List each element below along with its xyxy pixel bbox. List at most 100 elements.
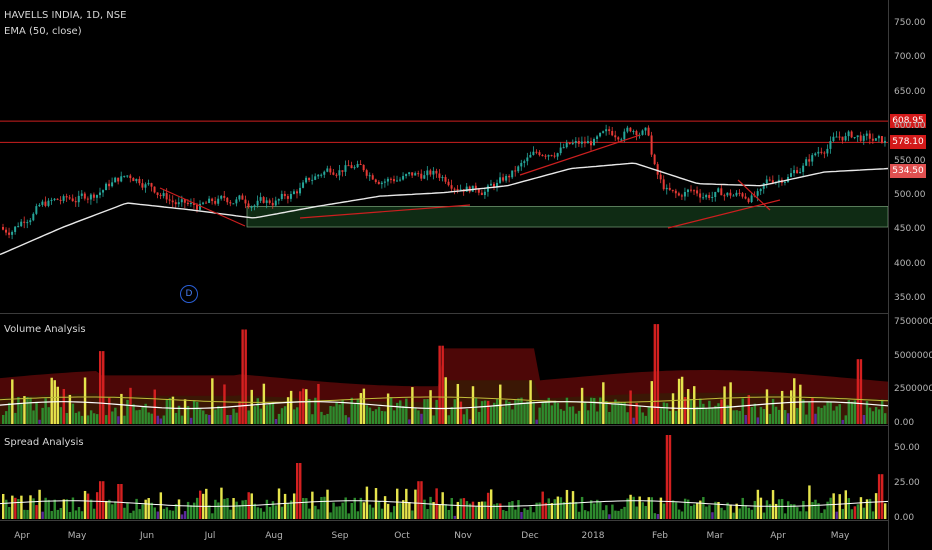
spread-bar <box>59 507 63 519</box>
candle-body <box>374 179 377 182</box>
candle-body <box>523 161 526 163</box>
candle-body <box>629 127 632 132</box>
spread-bar <box>359 497 363 519</box>
spread-bar <box>756 489 760 519</box>
volume-bar <box>126 399 129 424</box>
spread-bar <box>341 502 344 519</box>
volume-analysis-legend[interactable]: Volume Analysis <box>4 324 86 335</box>
spread-bar <box>323 496 326 519</box>
ema-legend[interactable]: EMA (50, close) <box>4 26 82 37</box>
candle-body <box>147 183 150 185</box>
volume-bar <box>332 406 335 424</box>
spread-bar <box>189 505 193 519</box>
volume-bar <box>811 397 814 424</box>
volume-bar <box>608 412 611 424</box>
candle-body <box>98 192 101 196</box>
spread-bar <box>53 499 56 519</box>
spread-bar <box>186 501 190 519</box>
volume-bar <box>374 409 378 424</box>
volume-bar <box>302 388 305 424</box>
volume-bar <box>817 406 820 424</box>
pane-divider-2[interactable] <box>0 425 888 426</box>
volume-bar <box>668 410 672 424</box>
volume-bar <box>277 413 281 424</box>
spread-bar <box>580 496 584 519</box>
candle-body <box>802 165 805 172</box>
candle-body <box>329 168 332 173</box>
candle-body <box>135 178 138 182</box>
candle-body <box>693 190 696 192</box>
spread-bar <box>65 499 69 519</box>
volume-bar <box>229 414 232 424</box>
spread-bar <box>105 500 108 519</box>
spread-analysis-legend[interactable]: Spread Analysis <box>4 437 84 448</box>
candle-body <box>268 200 271 203</box>
spread-bar <box>820 512 823 519</box>
volume-bar <box>208 414 211 424</box>
volume-bar <box>508 401 511 424</box>
volume-bar <box>214 409 217 424</box>
candle-body <box>414 173 417 176</box>
candle-body <box>738 192 741 194</box>
volume-bar <box>517 398 520 424</box>
candle-body <box>680 195 683 197</box>
volume-bar <box>456 383 460 424</box>
spread-bar <box>702 497 705 519</box>
volume-bar <box>223 384 226 424</box>
candle-body <box>547 155 550 157</box>
volume-bar <box>620 402 623 424</box>
pane-divider-1[interactable] <box>0 313 888 314</box>
spread-bar <box>362 502 366 519</box>
volume-bar <box>629 390 632 424</box>
volume-ma <box>0 401 889 410</box>
candle-body <box>835 136 838 138</box>
candle-body <box>117 177 120 182</box>
spread-bar <box>638 496 641 519</box>
spread-bar <box>777 499 781 519</box>
spread-bar <box>671 500 675 519</box>
ema-line <box>0 162 889 256</box>
candle-body <box>241 195 244 200</box>
spread-bar <box>311 491 314 519</box>
volume-bar <box>883 413 887 424</box>
level-tag-608: 608.95 <box>890 114 926 128</box>
spread-bar <box>456 501 460 519</box>
trend-line <box>737 179 771 211</box>
spread-bar <box>408 502 411 519</box>
candle-body <box>741 193 744 197</box>
spread-bar <box>699 500 702 519</box>
volume-bar <box>371 411 375 424</box>
spread-bar <box>38 489 41 519</box>
spread-bar <box>135 498 138 519</box>
spread-bar <box>793 504 796 519</box>
spread-bar <box>217 502 220 519</box>
time-tick-label: May <box>67 531 87 541</box>
volume-bar <box>183 399 187 424</box>
candle-body <box>229 202 232 204</box>
candle-body <box>841 136 844 141</box>
spread-bar <box>647 497 650 519</box>
volume-bar <box>356 399 360 424</box>
volume-bar <box>483 400 487 424</box>
volume-bar <box>8 402 11 424</box>
spread-bar <box>720 507 723 519</box>
volume-bar <box>583 402 587 424</box>
spread-bar <box>95 492 99 519</box>
volume-bar <box>329 405 332 424</box>
volume-bar <box>720 399 723 424</box>
spread-bar <box>244 499 247 519</box>
volume-bar <box>86 415 90 424</box>
volume-bar <box>799 384 802 424</box>
dividend-marker-icon[interactable]: D <box>180 285 198 303</box>
volume-bar <box>553 400 557 424</box>
candle-body <box>823 152 826 154</box>
trend-line <box>519 134 641 176</box>
candle-body <box>150 183 153 187</box>
candle-body <box>235 199 238 204</box>
volume-bar <box>23 396 26 424</box>
spread-bar <box>326 489 329 519</box>
candle-body <box>444 177 447 182</box>
spread-bar <box>232 498 235 519</box>
spread-bar <box>544 502 547 519</box>
